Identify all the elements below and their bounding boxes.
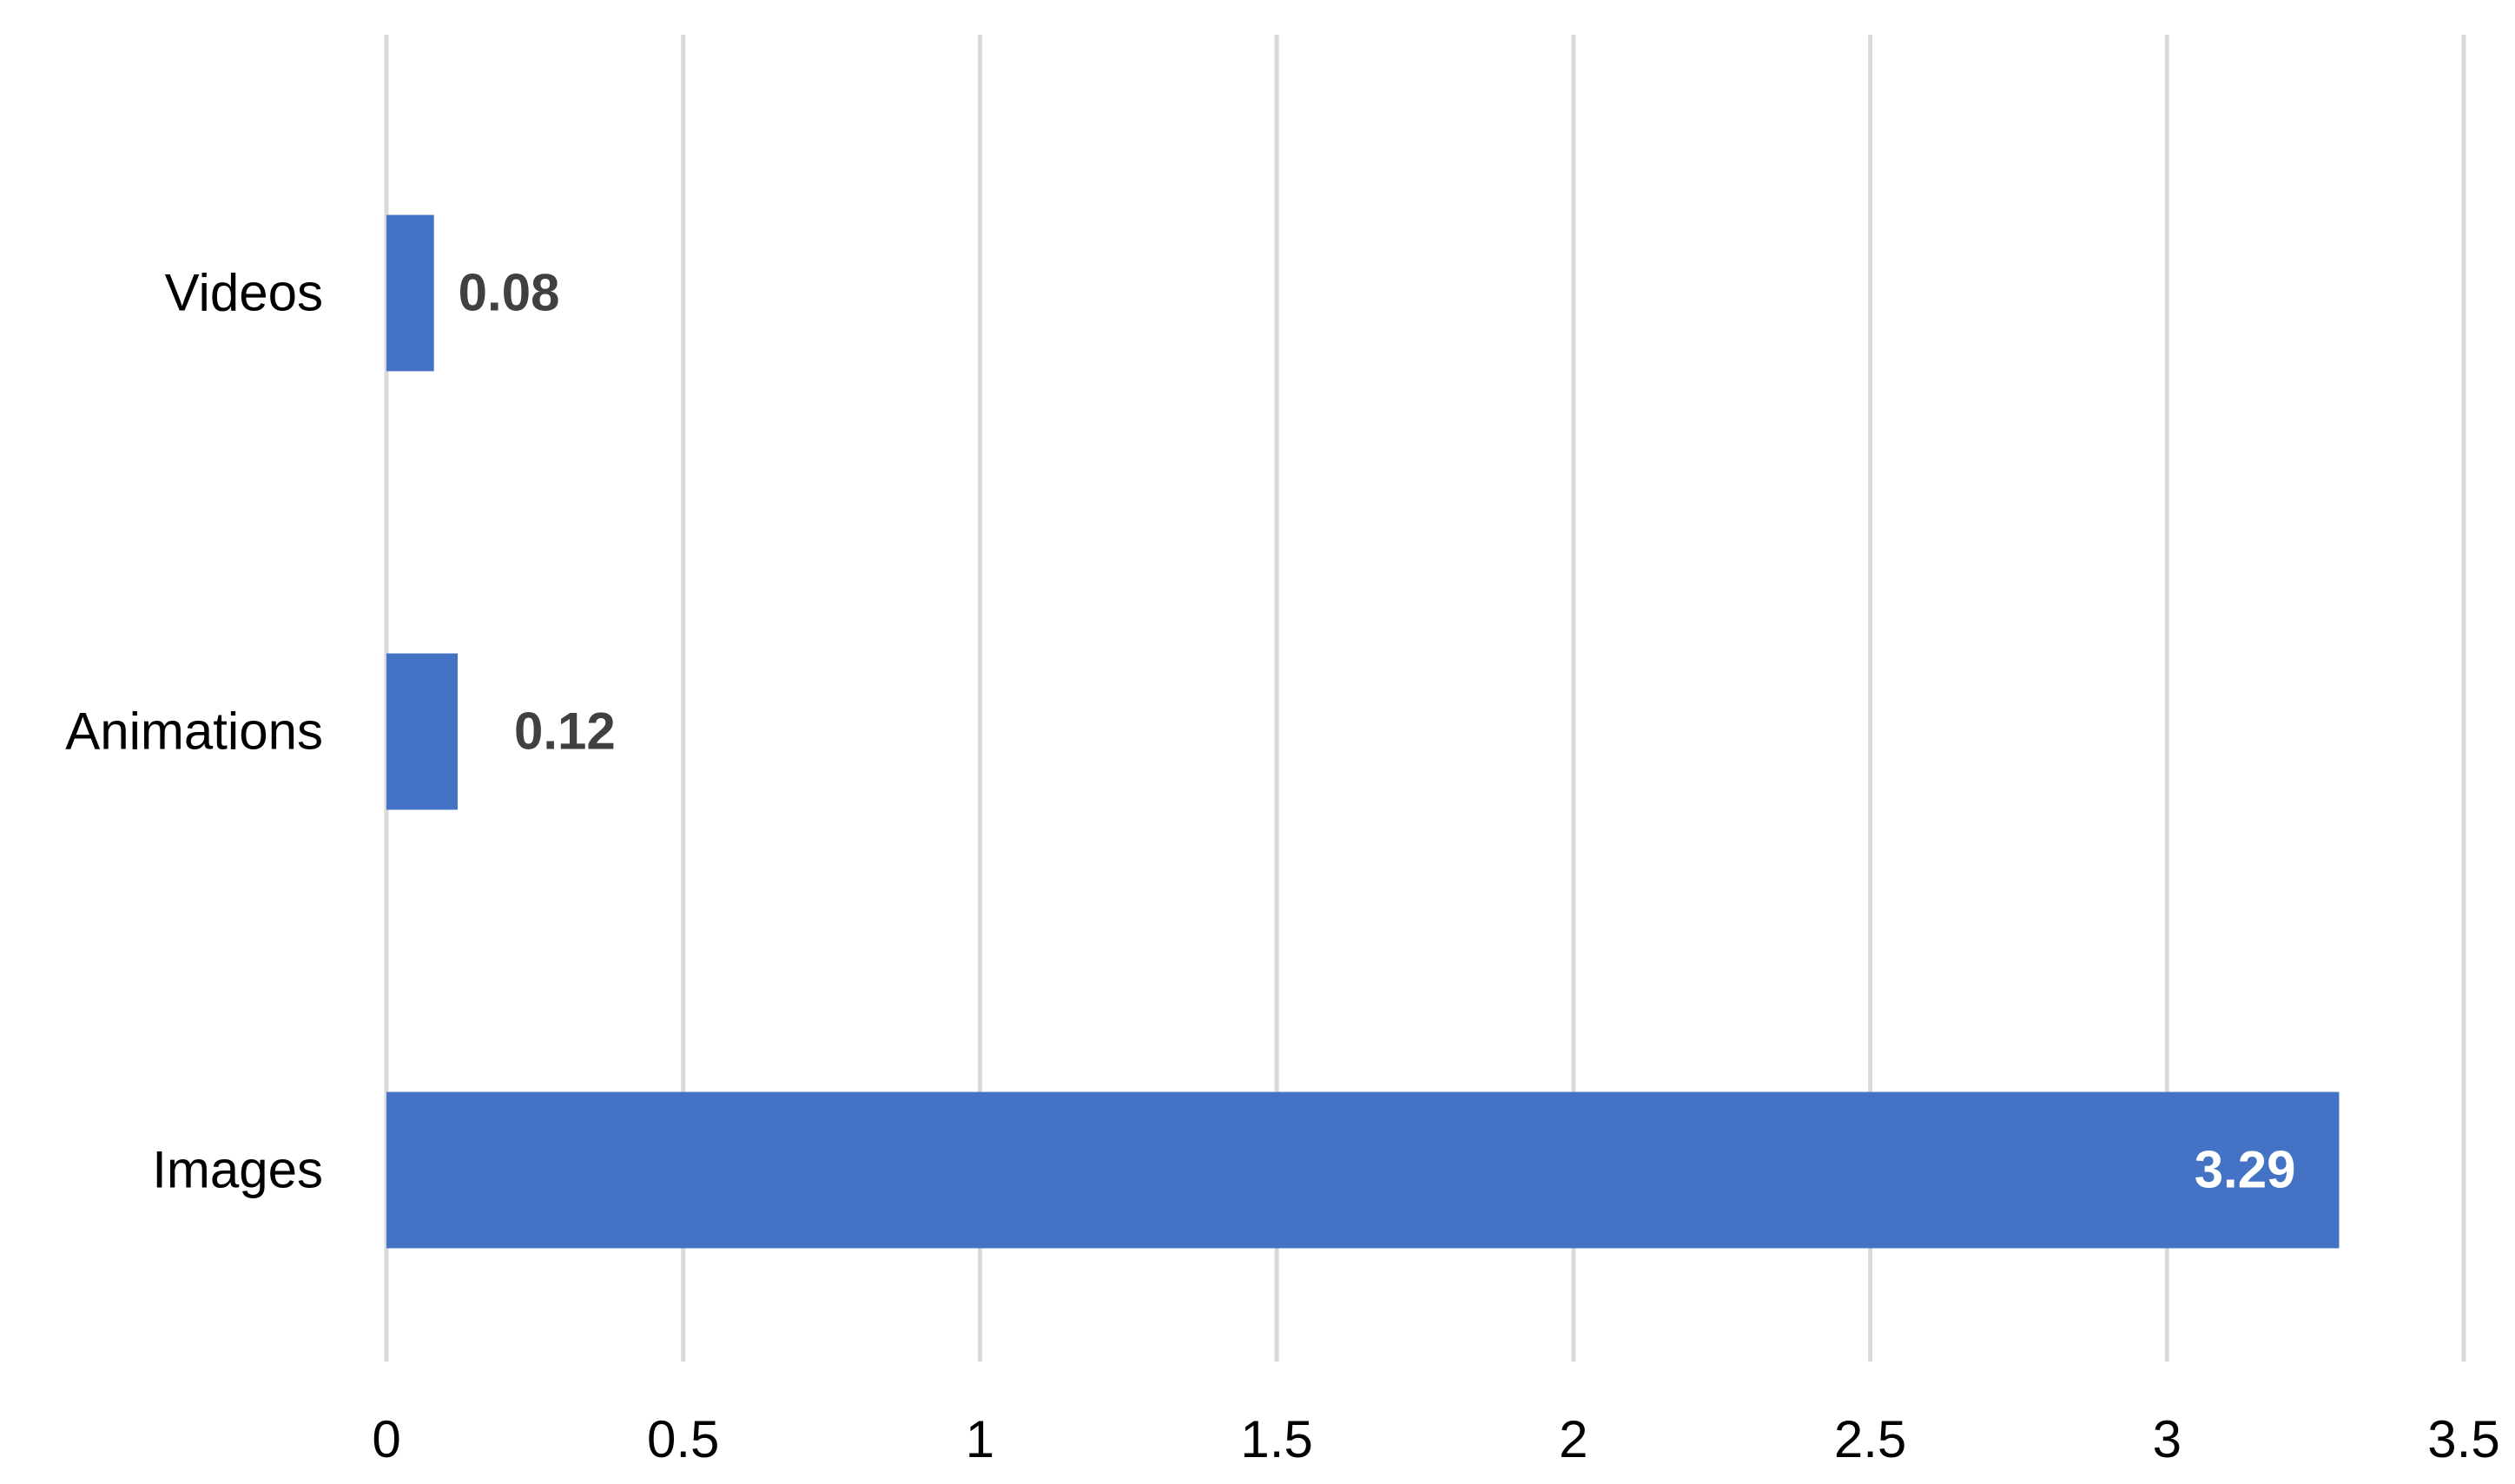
bar-animations	[386, 653, 459, 810]
x-tick-label: 3	[2153, 1410, 2182, 1468]
bars	[386, 214, 2340, 1249]
x-tick-label: 1	[966, 1410, 994, 1468]
y-tick-label: Images	[152, 1141, 323, 1199]
x-tick-label: 1.5	[1240, 1410, 1312, 1468]
data-label: 3.29	[2195, 1141, 2296, 1199]
gridlines	[384, 35, 2466, 1362]
y-tick-label: Videos	[165, 264, 323, 322]
x-tick-label: 0.5	[647, 1410, 719, 1468]
x-tick-label: 2	[1559, 1410, 1588, 1468]
category-axis: Videos Animations Images	[65, 264, 323, 1199]
bar-images	[386, 1092, 2340, 1249]
x-tick-label: 3.5	[2427, 1410, 2499, 1468]
x-tick-label: 2.5	[1834, 1410, 1906, 1468]
bar-videos	[386, 214, 434, 372]
data-label: 0.08	[459, 264, 560, 322]
x-tick-label: 0	[372, 1410, 400, 1468]
data-label: 0.12	[514, 702, 616, 761]
value-axis: 0 0.5 1 1.5 2 2.5 3 3.5	[372, 1410, 2499, 1468]
y-tick-label: Animations	[65, 702, 323, 761]
data-labels: 0.08 0.12 3.29	[459, 264, 2296, 1199]
